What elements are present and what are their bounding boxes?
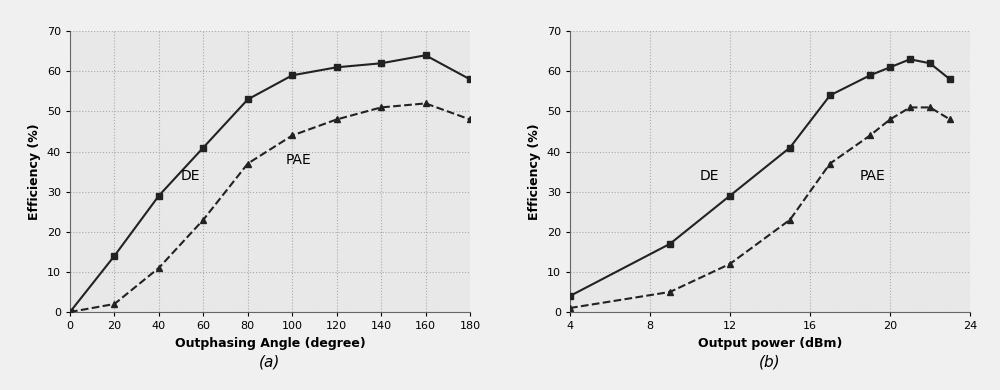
Text: (b): (b) [759,355,781,370]
Text: PAE: PAE [860,168,886,183]
Text: DE: DE [700,168,720,183]
X-axis label: Outphasing Angle (degree): Outphasing Angle (degree) [175,337,365,349]
X-axis label: Output power (dBm): Output power (dBm) [698,337,842,349]
Text: PAE: PAE [286,152,311,167]
Y-axis label: Efficiency (%): Efficiency (%) [528,123,541,220]
Y-axis label: Efficiency (%): Efficiency (%) [28,123,41,220]
Text: (a): (a) [259,355,281,370]
Text: DE: DE [181,168,201,183]
